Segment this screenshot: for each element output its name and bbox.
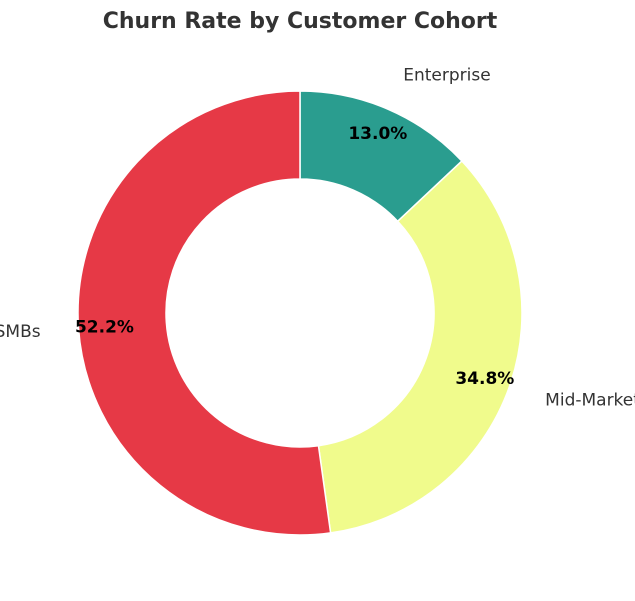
chart-title: Churn Rate by Customer Cohort <box>103 9 498 34</box>
slice-smbs <box>77 90 332 536</box>
pct-label-enterprise: 13.0% <box>348 124 407 144</box>
slice-label-smbs: SMBs <box>0 322 41 342</box>
labels-group: Enterprise 13.0% Mid-Market 34.8% SMBs 52.2% <box>0 65 635 410</box>
slice-mid-market <box>317 159 523 534</box>
pct-label-smbs: 52.2% <box>75 318 134 338</box>
pct-label-mid-market: 34.8% <box>455 369 514 389</box>
slice-label-mid-market: Mid-Market <box>545 391 635 411</box>
slices-group <box>77 90 523 536</box>
slice-label-enterprise: Enterprise <box>403 65 490 85</box>
